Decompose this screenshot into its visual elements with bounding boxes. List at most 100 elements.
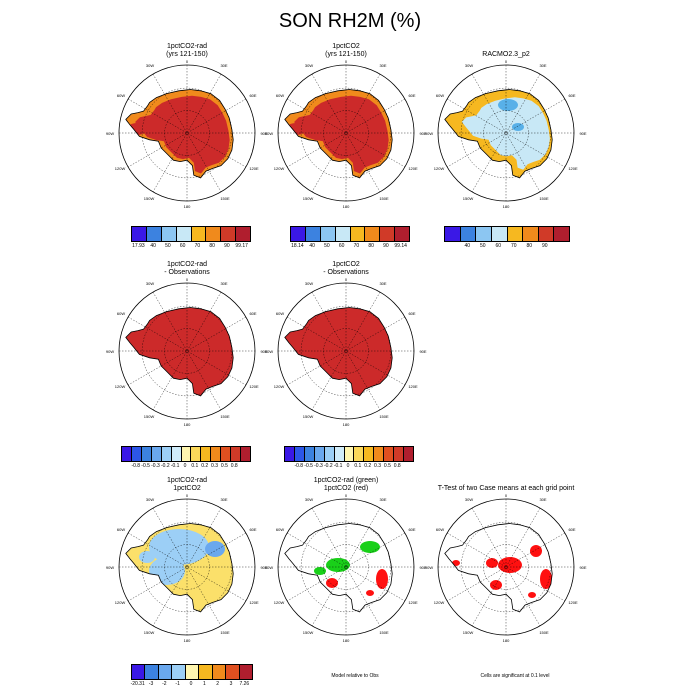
polar-map-1: 0 180 90W 90E 30W 60W 30E 60E 120W 150W 120E 150E [265,59,427,209]
map-label-ur2: 60E [408,93,415,98]
map-boundary [437,498,575,636]
panel-title-4: 1pctCO2- Observations [271,261,421,277]
map-label-ur1: 30E [379,63,386,68]
map-label-ul1: 30W [305,497,313,502]
map-label-lr1: 120E [408,600,418,605]
map-label-ul2: 60W [117,93,125,98]
figure-title: SON RH2M (%) [278,10,422,32]
latitude-circle [141,87,233,179]
colorbar-swatch [176,227,192,241]
colorbar-tick-label: -0.5 [141,463,150,469]
panel-title-line [431,43,581,51]
map-label-ll2: 150W [303,630,314,635]
colorbar-swatch [191,227,207,241]
colorbar-swatch [314,447,325,461]
map-label-bottom: 180 [184,422,191,427]
colorbar-tick-label: 90 [224,243,230,249]
colorbar-tick-label: 0 [346,463,350,469]
map-boundary [277,64,415,202]
map-label-bottom: 180 [343,422,350,427]
map-label-left: 90W [425,131,433,136]
map-label-ul1: 30W [146,497,154,502]
polar-map-3: 0 180 90W 90E 30W 60W 30E 60E 120W 150W 120E 150E [106,277,268,427]
field-region [498,99,518,111]
map-boundary [118,64,256,202]
map-label-bottom: 180 [184,638,191,643]
panel-title-line: (yrs 121-150) [166,51,208,58]
map-label-lr2: 150E [379,630,389,635]
polar-map-7: 0 180 90W 90E 30W 60W 30E 60E 120W 150W 120E 150E [425,493,587,643]
colorbar-swatch [221,227,237,241]
panel-title-5: 1pctCO2-rad 1pctCO2 [112,477,262,493]
colorbar-swatch [460,227,477,241]
field-region [512,123,524,131]
map-label-lr2: 150E [379,196,389,201]
colorbar-swatch [445,227,461,241]
colorbar-tick-label: 60 [338,243,345,249]
note-cells-significant: Cells are significant at 0.1 level [480,673,550,679]
colorbar-swatch [241,447,250,461]
map-label-ul1: 30W [305,281,313,286]
colorbar-tick-label: -2 [162,681,167,687]
map-label-lr2: 150E [220,630,230,635]
map-label-ll2: 150W [144,196,155,201]
map-label-ll1: 120W [115,600,126,605]
map-label-left: 90W [265,565,273,570]
colorbar-swatch [350,227,366,241]
colorbar-tick-label: -0.3 [314,463,323,469]
land-field [284,89,393,178]
map-label-ur1: 30E [220,281,227,286]
land-field [125,523,234,612]
map-label-ll1: 120W [434,600,445,605]
map-label-ul1: 30W [146,281,154,286]
panel-title-1: 1pctCO2 (yrs 121-150) [271,43,421,59]
map-label-lr2: 150E [220,414,230,419]
colorbar-tick-label: -0.5 [304,463,313,469]
colorbar-swatch [221,447,232,461]
map-label-lr2: 150E [379,414,389,419]
panel-title-line: T-Test of two Case means at each grid po… [437,485,575,492]
map-label-left: 90W [425,565,433,570]
colorbar-tick-label: 40 [150,243,156,249]
sig-region-red [486,558,498,568]
colorbar-tick-label: -1 [175,681,180,687]
map-boundary [277,282,415,420]
map-label-ul2: 60W [436,93,444,98]
map-label-right: 90E [419,131,426,136]
sig-region-green [360,541,380,553]
colorbar-tick-label: 50 [165,243,171,249]
map-label-right: 90E [579,565,586,570]
colorbar-swatch [141,447,152,461]
polar-map-2: 0 180 90W 90E 30W 60W 30E 60E 120W 150W 120E 150E [425,59,587,209]
map-label-lr1: 120E [408,384,418,389]
panel-title-3: 1pctCO2-rad - Observations [112,261,262,277]
colorbar-tick-label: -0.1 [333,463,343,469]
colorbar-tick-label: 0.2 [201,463,209,469]
latitude-circle [460,87,552,179]
colorbar-swatch [122,447,132,461]
colorbar-swatch [476,227,492,241]
colorbar-tick-label: 70 [194,243,201,249]
colorbar-swatch [365,227,381,241]
colorbar-tick-label: 80 [526,243,533,249]
colorbar-tick-label: 80 [368,243,374,249]
colorbar-tick-label: 70 [353,243,360,249]
note-model-relative: Model relative to Obs [331,673,379,679]
colorbar-tick-label: 50 [324,243,330,249]
map-label-top: 0 [186,493,189,498]
map-label-left: 90W [265,131,273,136]
map-label-top: 0 [345,277,348,282]
map-label-ul2: 60W [276,527,284,532]
map-label-ur1: 30E [379,497,386,502]
map-label-bottom: 180 [343,204,350,209]
colorbar-2 [444,226,570,242]
panel-title-line [431,477,581,485]
polar-map-6: 0 180 90W 90E 30W 60W 30E 60E 120W 150W 120E 150E [265,493,427,643]
colorbar-swatch [151,447,162,461]
map-label-ll1: 120W [274,600,285,605]
map-label-ul1: 30W [465,63,473,68]
colorbar-5 [131,664,253,680]
colorbar-4 [284,446,414,462]
latitude-circle [300,87,392,179]
land-field [284,307,393,396]
